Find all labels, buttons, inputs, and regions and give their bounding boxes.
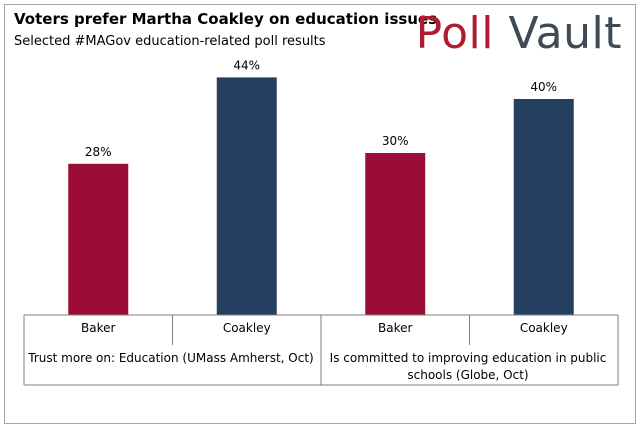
data-label-baker-1: 28% [85,145,112,159]
category-label-coakley-2: Coakley [520,321,568,335]
logo-word-vault: Vault [508,8,622,59]
bar-baker-1 [68,163,129,315]
category-label-baker-2: Baker [378,321,412,335]
group-label-1: Trust more on: Education (UMass Amherst,… [28,351,314,365]
category-label-baker-1: Baker [81,321,115,335]
chart-title: Voters prefer Martha Coakley on educatio… [14,10,438,28]
bar-coakley-2 [513,99,574,315]
bar-baker-2 [365,153,426,315]
poll-vault-logo: Poll Vault [416,8,622,60]
data-label-coakley-2: 40% [530,80,557,94]
category-label-coakley-1: Coakley [223,321,271,335]
logo-word-poll: Poll [415,8,494,59]
bar-coakley-1 [216,77,277,316]
data-label-baker-2: 30% [382,134,409,148]
data-label-coakley-1: 44% [233,58,260,72]
chart-subtitle: Selected #MAGov education-related poll r… [14,34,326,49]
group-label-2: Is committed to improving education in p… [329,351,607,382]
